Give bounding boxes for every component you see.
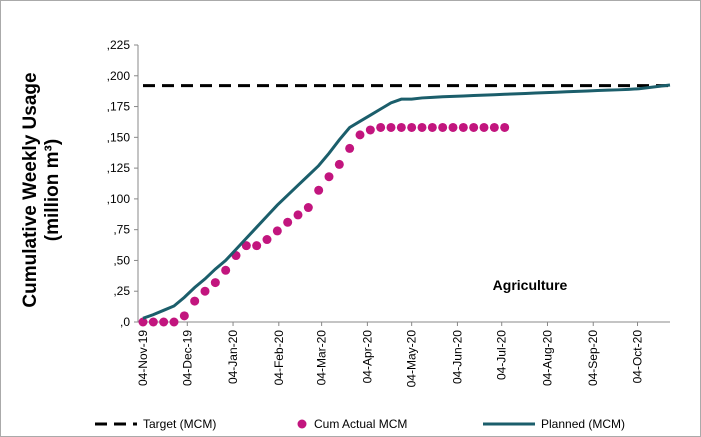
y-tick-label: ,75 [113,223,130,237]
legend-label: Cum Actual MCM [314,417,407,431]
y-tick-label: ,50 [113,253,130,267]
data-point [314,185,324,195]
data-point [469,122,479,132]
y-tick-label: ,175 [107,100,131,114]
data-point [427,122,437,132]
y-tick-label: ,0 [120,315,130,329]
data-point [376,122,386,132]
legend-symbol [297,419,307,429]
data-point [500,122,510,132]
data-point [210,278,220,288]
data-point [386,122,396,132]
x-tick-label: 04-Jul-20 [495,330,509,380]
data-point [396,122,406,132]
legend-label: Planned (MCM) [541,417,625,431]
data-point [262,235,272,245]
data-point [355,130,365,140]
x-tick-label: 04-Oct-20 [631,330,645,384]
y-tick-label: ,150 [107,130,131,144]
data-point [272,226,282,236]
data-point [169,317,179,327]
y-tick-label: ,100 [107,192,131,206]
data-point [138,317,148,327]
data-point [200,286,210,296]
data-point [489,122,499,132]
data-point [159,317,169,327]
data-point [407,122,417,132]
x-tick-label: 04-Nov-19 [136,330,150,386]
data-point [438,122,448,132]
x-tick-label: 04-Jan-20 [226,330,240,384]
data-line [142,83,671,320]
data-point [334,159,344,169]
data-point [345,143,355,153]
x-tick-label: 04-Dec-19 [180,330,194,386]
data-point [417,122,427,132]
x-tick-label: 04-Jun-20 [450,330,464,384]
x-tick-label: 04-Mar-20 [315,330,329,386]
data-point [324,172,334,182]
data-point [293,210,303,220]
y-tick-label: ,125 [107,161,131,175]
data-point [179,311,189,321]
x-tick-label: 04-Feb-20 [272,330,286,386]
y-axis-title: Cumulative Weekly Usage [20,72,41,307]
data-point [448,122,458,132]
annotation-box [460,270,600,300]
data-point [458,122,468,132]
data-point [303,203,313,213]
legend-label: Target (MCM) [143,417,216,431]
y-tick-label: ,25 [113,284,130,298]
data-point [479,122,489,132]
data-point [365,125,375,135]
x-tick-label: 04-Sep-20 [586,330,600,386]
data-point [252,241,262,251]
x-tick-label: 04-May-20 [405,330,419,388]
data-point [148,317,158,327]
y-axis-title: (million m³) [42,139,63,241]
x-tick-label: 04-Apr-20 [360,330,374,384]
y-tick-label: ,200 [107,69,131,83]
x-tick-label: 04-Aug-20 [540,330,554,386]
data-point [283,217,293,227]
data-point [241,241,251,251]
y-tick-label: ,225 [107,38,131,52]
data-point [221,265,231,275]
annotation: Agriculture [493,277,568,293]
data-point [190,296,200,306]
